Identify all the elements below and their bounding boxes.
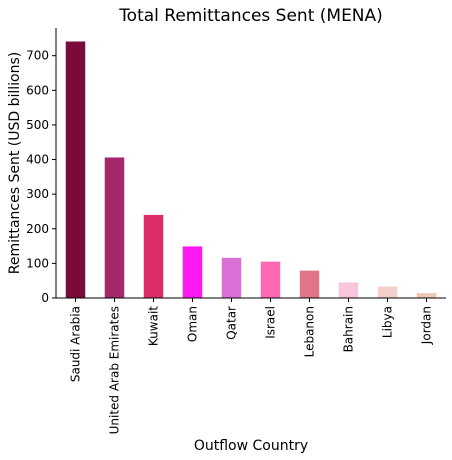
x-tick-label-united-arab-emirates: United Arab Emirates <box>108 306 122 434</box>
bar-united-arab-emirates <box>104 157 125 298</box>
bar-bahrain <box>338 282 359 298</box>
bar-libya <box>377 286 398 298</box>
bar-qatar <box>221 257 242 298</box>
y-tick-label: 500 <box>26 118 49 132</box>
bar-lebanon <box>299 270 320 298</box>
y-axis-ticks: 0 100 200 300 400 500 600 700 <box>26 49 56 305</box>
bars-group <box>65 41 437 298</box>
chart-title: Total Remittances Sent (MENA) <box>118 6 383 26</box>
bar-israel <box>260 261 281 298</box>
y-tick-label: 200 <box>26 222 49 236</box>
bar-jordan <box>416 293 437 298</box>
x-tick-label-kuwait: Kuwait <box>147 306 161 346</box>
x-tick-label-bahrain: Bahrain <box>342 306 356 352</box>
x-tick-label-jordan: Jordan <box>420 306 434 345</box>
y-axis-label: Remittances Sent (USD billions) <box>7 52 23 275</box>
x-axis-ticks: Saudi Arabia United Arab Emirates Kuwait Om… <box>69 298 434 434</box>
y-tick-label: 700 <box>26 49 49 63</box>
x-tick-label-qatar: Qatar <box>225 306 239 340</box>
x-tick-label-israel: Israel <box>264 306 278 339</box>
x-tick-label-lebanon: Lebanon <box>303 306 317 357</box>
bar-oman <box>182 246 203 298</box>
y-tick-label: 400 <box>26 153 49 167</box>
bar-saudi-arabia <box>65 41 86 298</box>
y-tick-label: 300 <box>26 187 49 201</box>
y-tick-label: 100 <box>26 256 49 270</box>
x-axis-label: Outflow Country <box>194 438 308 454</box>
y-tick-label: 600 <box>26 83 49 97</box>
x-tick-label-saudi-arabia: Saudi Arabia <box>69 306 83 382</box>
y-tick-label: 0 <box>41 291 49 305</box>
x-tick-label-oman: Oman <box>186 306 200 342</box>
bar-kuwait <box>143 214 164 298</box>
x-tick-label-libya: Libya <box>381 306 395 338</box>
